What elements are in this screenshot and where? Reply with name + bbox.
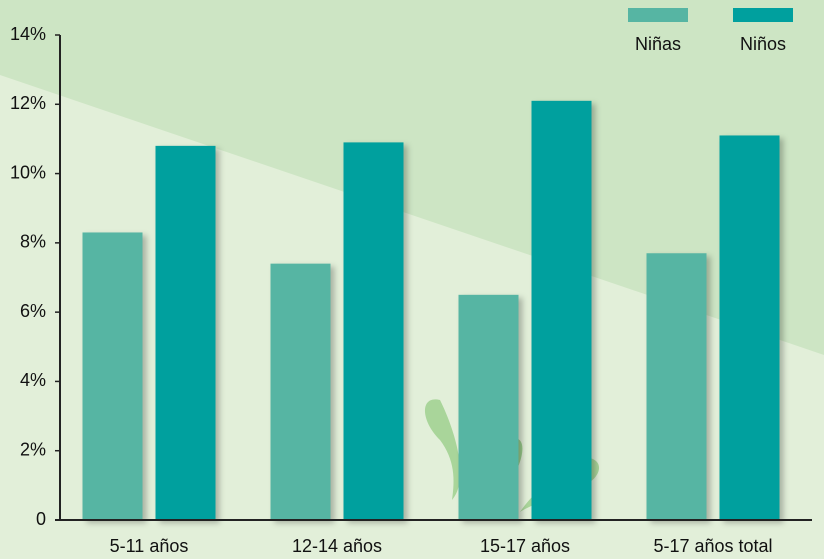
- y-tick-label: 0: [36, 509, 46, 529]
- x-tick-label: 5-17 años total: [653, 536, 772, 556]
- bar: [646, 253, 707, 520]
- bar: [82, 232, 143, 520]
- y-tick-label: 4%: [20, 370, 46, 390]
- bar: [343, 142, 404, 520]
- leaf-decoration: [425, 399, 461, 500]
- bar: [155, 145, 216, 520]
- legend-swatch: [628, 8, 688, 22]
- x-tick-label: 15-17 años: [480, 536, 570, 556]
- y-tick-label: 2%: [20, 439, 46, 459]
- bar: [531, 100, 592, 521]
- legend-label: Niños: [740, 34, 786, 54]
- y-tick-label: 8%: [20, 232, 46, 252]
- y-tick-label: 10%: [10, 162, 46, 182]
- y-tick-label: 12%: [10, 93, 46, 113]
- background-band: [0, 0, 824, 355]
- x-tick-label: 5-11 años: [110, 536, 189, 556]
- x-tick-label: 12-14 años: [292, 536, 382, 556]
- bar: [458, 294, 519, 520]
- y-tick-label: 6%: [20, 301, 46, 321]
- legend-label: Niñas: [635, 34, 681, 54]
- legend-swatch: [733, 8, 793, 22]
- y-tick-label: 14%: [10, 24, 46, 44]
- bar: [270, 263, 331, 520]
- bar: [719, 135, 780, 520]
